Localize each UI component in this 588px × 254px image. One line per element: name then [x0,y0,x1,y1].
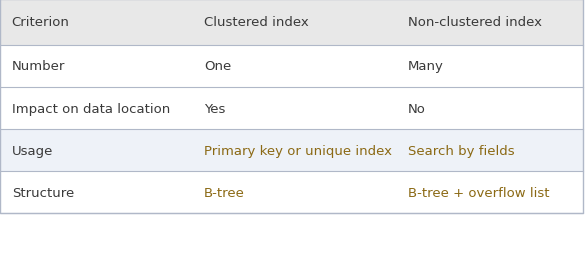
Text: Clustered index: Clustered index [204,17,309,29]
Bar [0,0,583,46]
Bar [0,171,583,213]
Text: B-tree: B-tree [204,186,245,199]
Bar [0,130,583,171]
Text: Impact on data location: Impact on data location [12,102,170,115]
Bar [0,46,583,88]
Text: Yes: Yes [204,102,226,115]
Text: No: No [408,102,426,115]
Text: Structure: Structure [12,186,74,199]
Bar [0,88,583,130]
Text: Search by fields: Search by fields [408,144,515,157]
Text: Number: Number [12,60,65,73]
Text: Primary key or unique index: Primary key or unique index [204,144,392,157]
Text: B-tree + overflow list: B-tree + overflow list [408,186,550,199]
Text: One: One [204,60,231,73]
Text: Usage: Usage [12,144,53,157]
Text: Non-clustered index: Non-clustered index [408,17,542,29]
Text: Criterion: Criterion [12,17,69,29]
Bar [0,0,583,213]
Text: Many: Many [408,60,444,73]
